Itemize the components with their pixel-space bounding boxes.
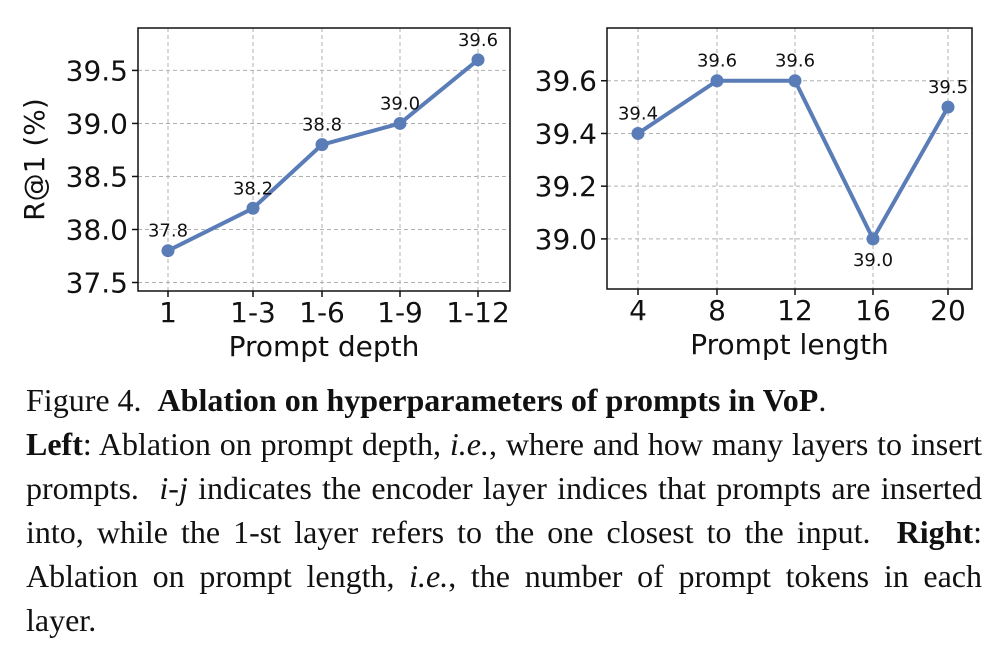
caption-left-text-2: , where and how many layers to insert pr…	[26, 426, 983, 506]
right-chart-prompt-length: 39.0 39.2 39.4 39.6 4 8 12 16 20 Prompt length 39.…	[535, 27, 973, 361]
data-point	[246, 201, 260, 215]
x-tick-label: 8	[708, 294, 726, 327]
caption-right-label: Right	[896, 514, 974, 550]
left-chart-prompt-depth: 37.5 38.0 38.5 39.0 39.5 1 1-3 1-6 1-9 1-12 Prompt…	[18, 27, 511, 363]
x-axis-label: Prompt length	[690, 328, 889, 361]
caption-right-text-2: , the number of prompt tokens in each la…	[26, 558, 983, 638]
data-label: 39.4	[618, 103, 658, 124]
x-tick-label: 1-12	[446, 296, 510, 329]
caption-left-text-3: indicates the encoder layer indices that…	[26, 470, 982, 550]
data-label: 38.8	[302, 115, 342, 136]
data-point	[710, 74, 724, 88]
y-tick-label: 39.4	[535, 117, 597, 150]
x-tick-label: 1-6	[299, 296, 345, 329]
caption-title: Ablation on hyperparameters of prompts i…	[157, 382, 819, 418]
y-tick-label: 39.0	[535, 223, 597, 256]
figure-caption: Figure 4. Ablation on hyperparameters of…	[26, 378, 982, 642]
caption-title-end: .	[818, 382, 827, 418]
data-label: 39.6	[458, 30, 498, 51]
caption-ij: i-j	[159, 470, 188, 506]
series-line	[636, 78, 950, 241]
data-point	[471, 53, 485, 67]
caption-ie-2: i.e.	[409, 558, 449, 594]
x-tick-label: 20	[930, 294, 966, 327]
x-tick-label: 1	[159, 296, 177, 329]
y-tick-label: 39.2	[535, 170, 597, 203]
data-point	[866, 232, 880, 246]
x-tick-label: 1-9	[377, 296, 423, 329]
data-label: 38.2	[233, 178, 273, 199]
plot-frame	[606, 27, 973, 290]
x-tick-label: 4	[629, 294, 647, 327]
figure-charts: 37.5 38.0 38.5 39.0 39.5 1 1-3 1-6 1-9 1-12 Prompt…	[18, 27, 973, 363]
y-tick-label: 37.5	[66, 267, 128, 300]
data-point	[631, 126, 645, 140]
data-point	[788, 74, 802, 88]
data-label: 39.0	[853, 250, 893, 271]
plot-frame	[137, 27, 511, 292]
x-tick-label: 1-3	[230, 296, 276, 329]
y-tick-label: 39.0	[66, 107, 128, 140]
y-axis-label: R@1 (%)	[18, 98, 51, 221]
caption-ie-1: i.e.	[449, 426, 489, 462]
data-label: 39.0	[380, 93, 420, 114]
x-tick-label: 16	[855, 294, 891, 327]
y-tick-label: 38.5	[66, 160, 128, 193]
x-tick-label: 12	[777, 294, 813, 327]
data-point	[161, 244, 175, 258]
data-label: 39.6	[775, 51, 815, 72]
data-point	[315, 138, 329, 152]
y-tick-label: 39.6	[535, 65, 597, 98]
series-line	[167, 58, 480, 253]
x-axis-label: Prompt depth	[229, 330, 420, 363]
data-label: 37.8	[148, 221, 188, 242]
data-label: 39.5	[928, 77, 968, 98]
y-tick-label: 38.0	[66, 213, 128, 246]
data-point	[393, 116, 407, 130]
caption-right-text-1: : Ablation on prompt length,	[26, 514, 983, 594]
caption-left-label: Left	[26, 426, 83, 462]
caption-left-text-1: : Ablation on prompt depth,	[82, 426, 450, 462]
caption-figure-number: Figure 4.	[26, 382, 142, 418]
data-point	[941, 100, 955, 114]
data-label: 39.6	[697, 51, 737, 72]
y-tick-label: 39.5	[66, 54, 128, 87]
